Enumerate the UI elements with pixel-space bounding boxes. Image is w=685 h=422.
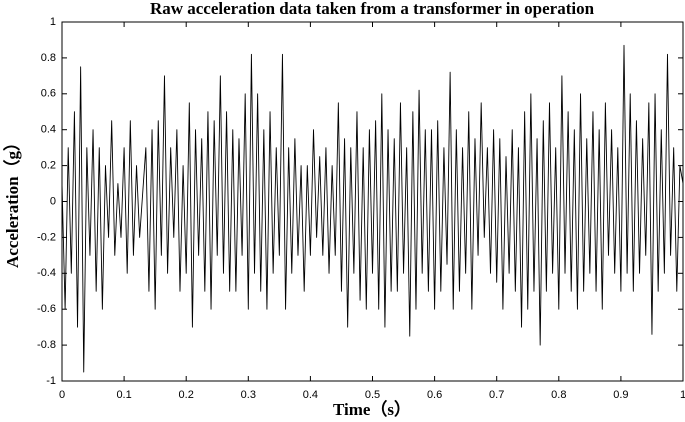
y-axis-label: Acceleration（g） [2, 134, 22, 268]
x-tick-label: 0 [59, 389, 65, 401]
y-tick-label: -0.8 [37, 339, 56, 351]
x-tick-label: 0.3 [241, 389, 256, 401]
y-tick-label: -0.4 [37, 267, 56, 279]
x-tick-label: 0.4 [303, 389, 318, 401]
chart-title: Raw acceleration data taken from a trans… [150, 0, 595, 18]
y-tick-label: 0 [50, 195, 56, 207]
x-tick-label: 0.2 [179, 389, 194, 401]
y-tick-label: 1 [50, 16, 56, 28]
x-tick-label: 1 [680, 389, 685, 401]
y-tick-label: 0.6 [41, 88, 56, 100]
x-axis-label: Time（s） [333, 399, 411, 419]
x-tick-label: 0.5 [365, 389, 380, 401]
plot-frame [61, 21, 684, 382]
y-tick-label: -0.6 [37, 303, 56, 315]
x-tick-label: 0.9 [613, 389, 628, 401]
x-tick-label: 0.6 [427, 389, 442, 401]
y-tick-label: -0.2 [37, 231, 56, 243]
x-tick-label: 0.8 [551, 389, 566, 401]
signal-line [61, 44, 684, 373]
y-tick-label: -1 [46, 375, 56, 387]
x-tick-label: 0.7 [489, 389, 504, 401]
y-tick-label: 0.8 [41, 52, 56, 64]
y-tick-label: 0.2 [41, 160, 56, 172]
x-tick-label: 0.1 [116, 389, 131, 401]
y-tick-label: 0.4 [41, 124, 56, 136]
